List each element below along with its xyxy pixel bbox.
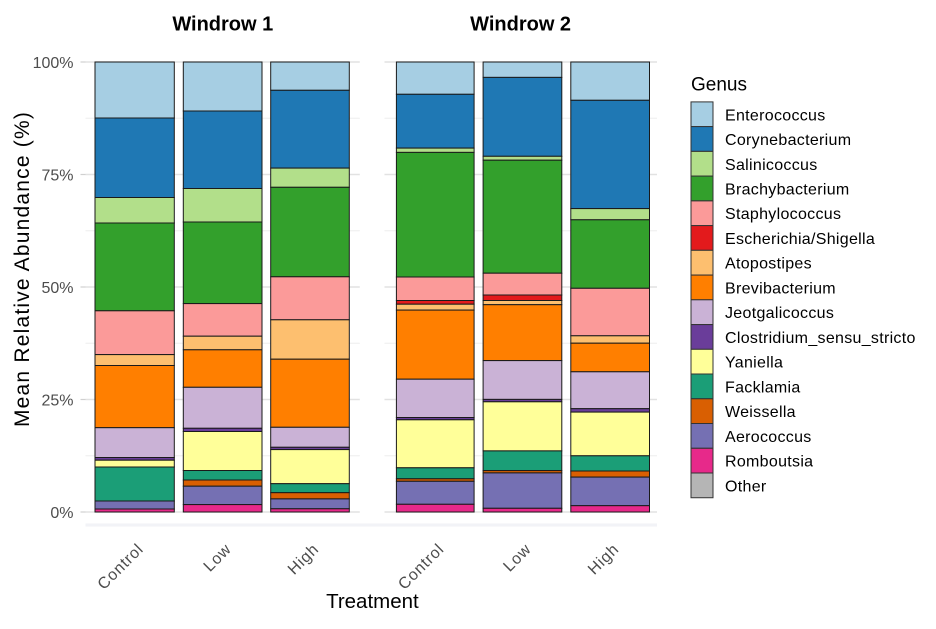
svg-text:Genus: Genus	[691, 75, 747, 96]
svg-text:Corynebacterium: Corynebacterium	[725, 132, 851, 149]
svg-text:Treatment: Treatment	[326, 590, 419, 613]
svg-text:Weissella: Weissella	[725, 404, 796, 421]
svg-text:Escherichia/Shigella: Escherichia/Shigella	[725, 231, 875, 248]
svg-text:Aerococcus: Aerococcus	[725, 429, 812, 446]
svg-text:Windrow 1: Windrow 1	[172, 14, 273, 36]
svg-text:Atopostipes: Atopostipes	[725, 256, 812, 273]
svg-text:Staphylococcus: Staphylococcus	[725, 206, 841, 223]
svg-text:25%: 25%	[41, 393, 73, 410]
svg-text:75%: 75%	[41, 168, 73, 185]
svg-text:Mean Relative Abundance (%): Mean Relative Abundance (%)	[11, 111, 34, 427]
svg-text:Clostridium_sensu_stricto: Clostridium_sensu_stricto	[725, 330, 916, 347]
svg-text:Brachybacterium: Brachybacterium	[725, 182, 850, 199]
svg-text:Other: Other	[725, 478, 767, 495]
svg-text:Salinicoccus: Salinicoccus	[725, 157, 818, 174]
svg-text:Yaniella: Yaniella	[725, 355, 783, 372]
svg-text:0%: 0%	[50, 505, 73, 522]
svg-text:50%: 50%	[41, 280, 73, 297]
svg-text:Enterococcus: Enterococcus	[725, 107, 826, 124]
svg-text:Jeotgalicoccus: Jeotgalicoccus	[725, 305, 834, 322]
svg-text:Romboutsia: Romboutsia	[725, 454, 813, 471]
svg-text:Facklamia: Facklamia	[725, 379, 801, 396]
svg-text:Windrow 2: Windrow 2	[470, 14, 571, 36]
svg-text:Brevibacterium: Brevibacterium	[725, 280, 836, 297]
svg-text:100%: 100%	[33, 55, 74, 72]
